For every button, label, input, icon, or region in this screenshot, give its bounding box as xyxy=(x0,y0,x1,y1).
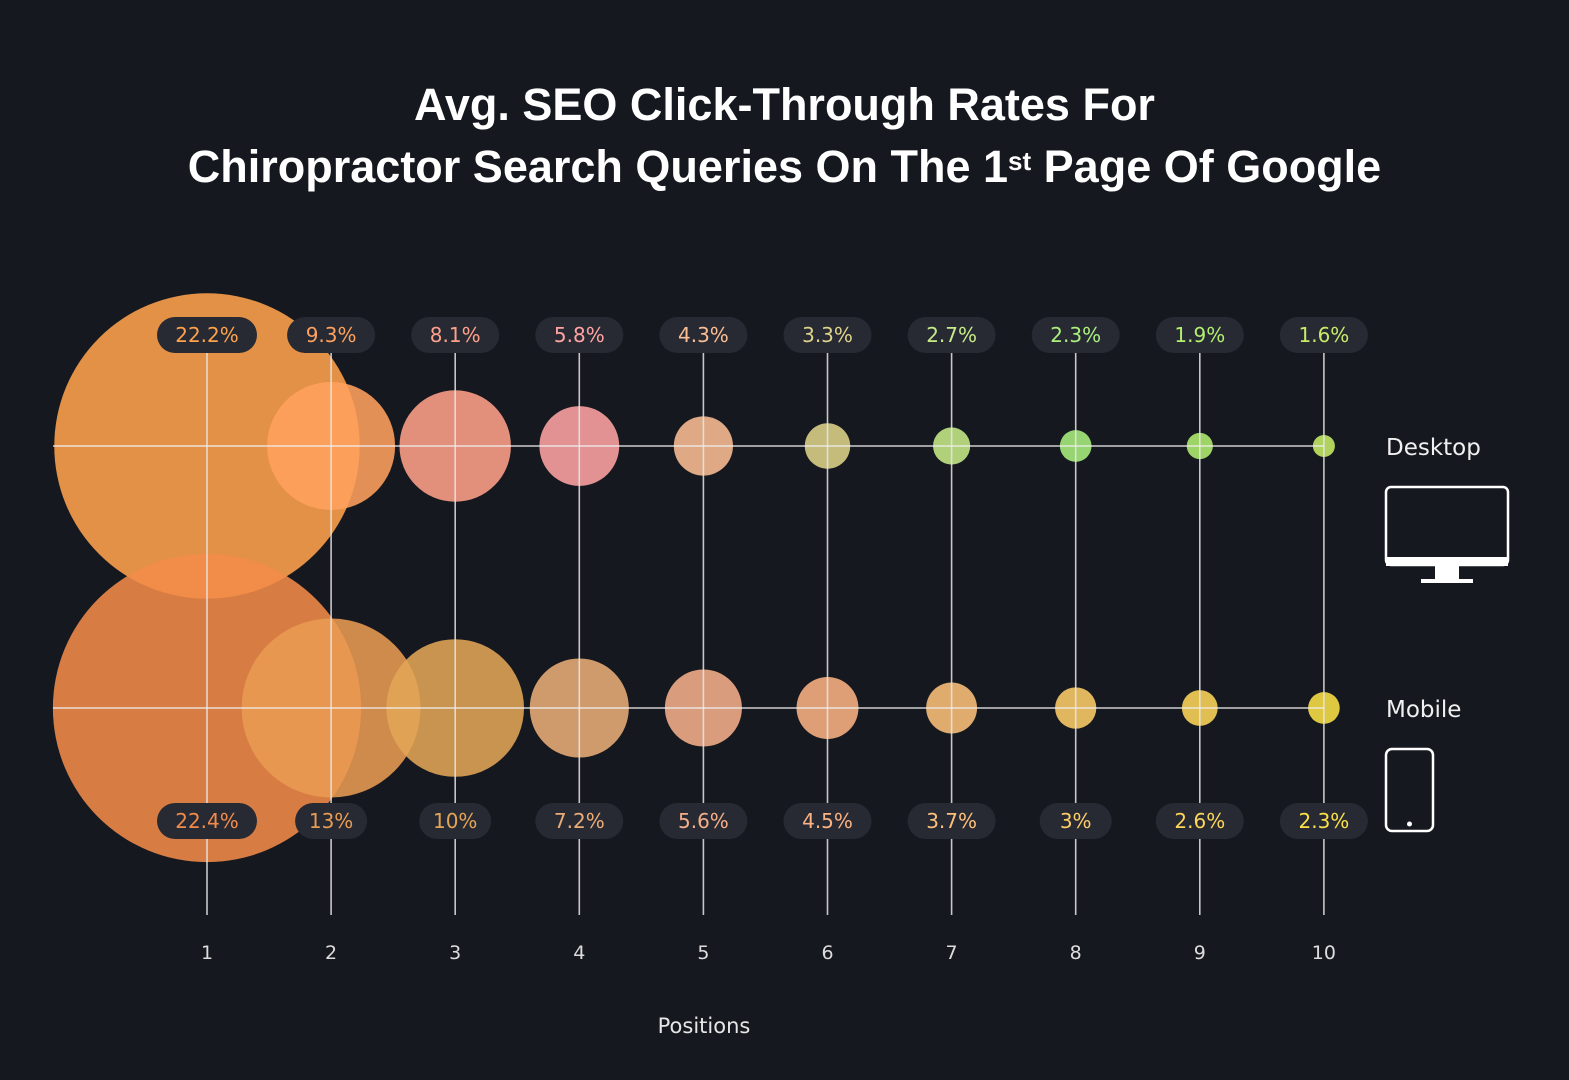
value-label-pill xyxy=(535,317,624,353)
x-tick-label: 9 xyxy=(1194,942,1206,964)
value-label-desktop: 8.1% xyxy=(430,323,481,347)
value-label-pill xyxy=(783,803,872,839)
value-label-pill xyxy=(659,317,748,353)
value-label-desktop: 2.3% xyxy=(1050,323,1101,347)
value-label-desktop: 3.3% xyxy=(802,323,853,347)
value-label-mobile: 2.3% xyxy=(1298,809,1349,833)
value-label-pill xyxy=(659,803,748,839)
value-label-pill xyxy=(1155,803,1244,839)
x-tick-label: 7 xyxy=(946,942,958,964)
x-tick-label: 1 xyxy=(201,942,213,964)
bubbles xyxy=(52,293,1340,863)
x-tick-label: 2 xyxy=(325,942,337,964)
value-label-pill xyxy=(1155,317,1244,353)
x-tick-label: 8 xyxy=(1070,942,1082,964)
chart-title-line-1: Avg. SEO Click-Through Rates For xyxy=(414,79,1155,130)
value-label-pill xyxy=(1279,317,1368,353)
series-label-mobile: Mobile xyxy=(1386,697,1461,723)
title-text-end: Page Of Google xyxy=(1031,141,1382,192)
value-label-pill xyxy=(157,803,257,839)
value-label-pill xyxy=(1279,803,1368,839)
value-label-pill xyxy=(419,803,492,839)
value-label-pill xyxy=(287,317,376,353)
value-label-mobile: 3.7% xyxy=(926,809,977,833)
value-label-desktop: 1.6% xyxy=(1298,323,1349,347)
monitor-bezel xyxy=(1386,557,1508,566)
value-label-pill xyxy=(907,803,996,839)
value-label-mobile: 2.6% xyxy=(1174,809,1225,833)
x-tick-label: 4 xyxy=(573,942,585,964)
monitor-screen xyxy=(1384,485,1510,567)
x-tick-label: 5 xyxy=(697,942,709,964)
value-label-mobile: 7.2% xyxy=(554,809,605,833)
value-label-pill xyxy=(907,317,996,353)
x-tick-label: 3 xyxy=(449,942,461,964)
value-label-pill xyxy=(535,803,624,839)
value-label-desktop: 4.3% xyxy=(678,323,729,347)
value-label-desktop: 9.3% xyxy=(306,323,357,347)
phone-body xyxy=(1384,747,1435,833)
value-label-mobile: 10% xyxy=(433,809,477,833)
monitor-stand xyxy=(1435,566,1459,580)
value-label-pill xyxy=(783,317,872,353)
title-superscript: st xyxy=(1008,146,1032,176)
value-label-desktop: 1.9% xyxy=(1174,323,1225,347)
value-label-desktop: 5.8% xyxy=(554,323,605,347)
title-text: Chiropractor Search Queries On The 1 xyxy=(187,141,1009,192)
chart-title-line-2: Chiropractor Search Queries On The 1st P… xyxy=(0,136,1569,198)
x-tick-label: 6 xyxy=(821,942,833,964)
monitor-base xyxy=(1421,579,1473,583)
mobile-phone-icon xyxy=(1384,747,1435,833)
value-label-mobile: 22.4% xyxy=(175,809,239,833)
x-axis-label: Positions xyxy=(658,1014,751,1038)
series-label-desktop: Desktop xyxy=(1386,435,1481,461)
value-label-mobile: 5.6% xyxy=(678,809,729,833)
value-label-desktop: 22.2% xyxy=(175,323,239,347)
value-labels: 22.2% 9.3% 8.1% 5.8% 4.3% 3.3% 2.7% 2.3% 1.9% 1.6… xyxy=(157,317,1368,839)
value-label-mobile: 4.5% xyxy=(802,809,853,833)
desktop-monitor-icon xyxy=(1384,485,1510,583)
value-label-pill xyxy=(157,317,257,353)
x-tick-label: 10 xyxy=(1312,942,1336,964)
value-label-pill xyxy=(1031,317,1120,353)
value-label-pill xyxy=(411,317,500,353)
value-label-pill xyxy=(1039,803,1112,839)
value-label-desktop: 2.7% xyxy=(926,323,977,347)
value-label-mobile: 3% xyxy=(1060,809,1092,833)
value-label-mobile: 13% xyxy=(309,809,353,833)
phone-button xyxy=(1407,821,1412,827)
value-label-pill xyxy=(295,803,368,839)
